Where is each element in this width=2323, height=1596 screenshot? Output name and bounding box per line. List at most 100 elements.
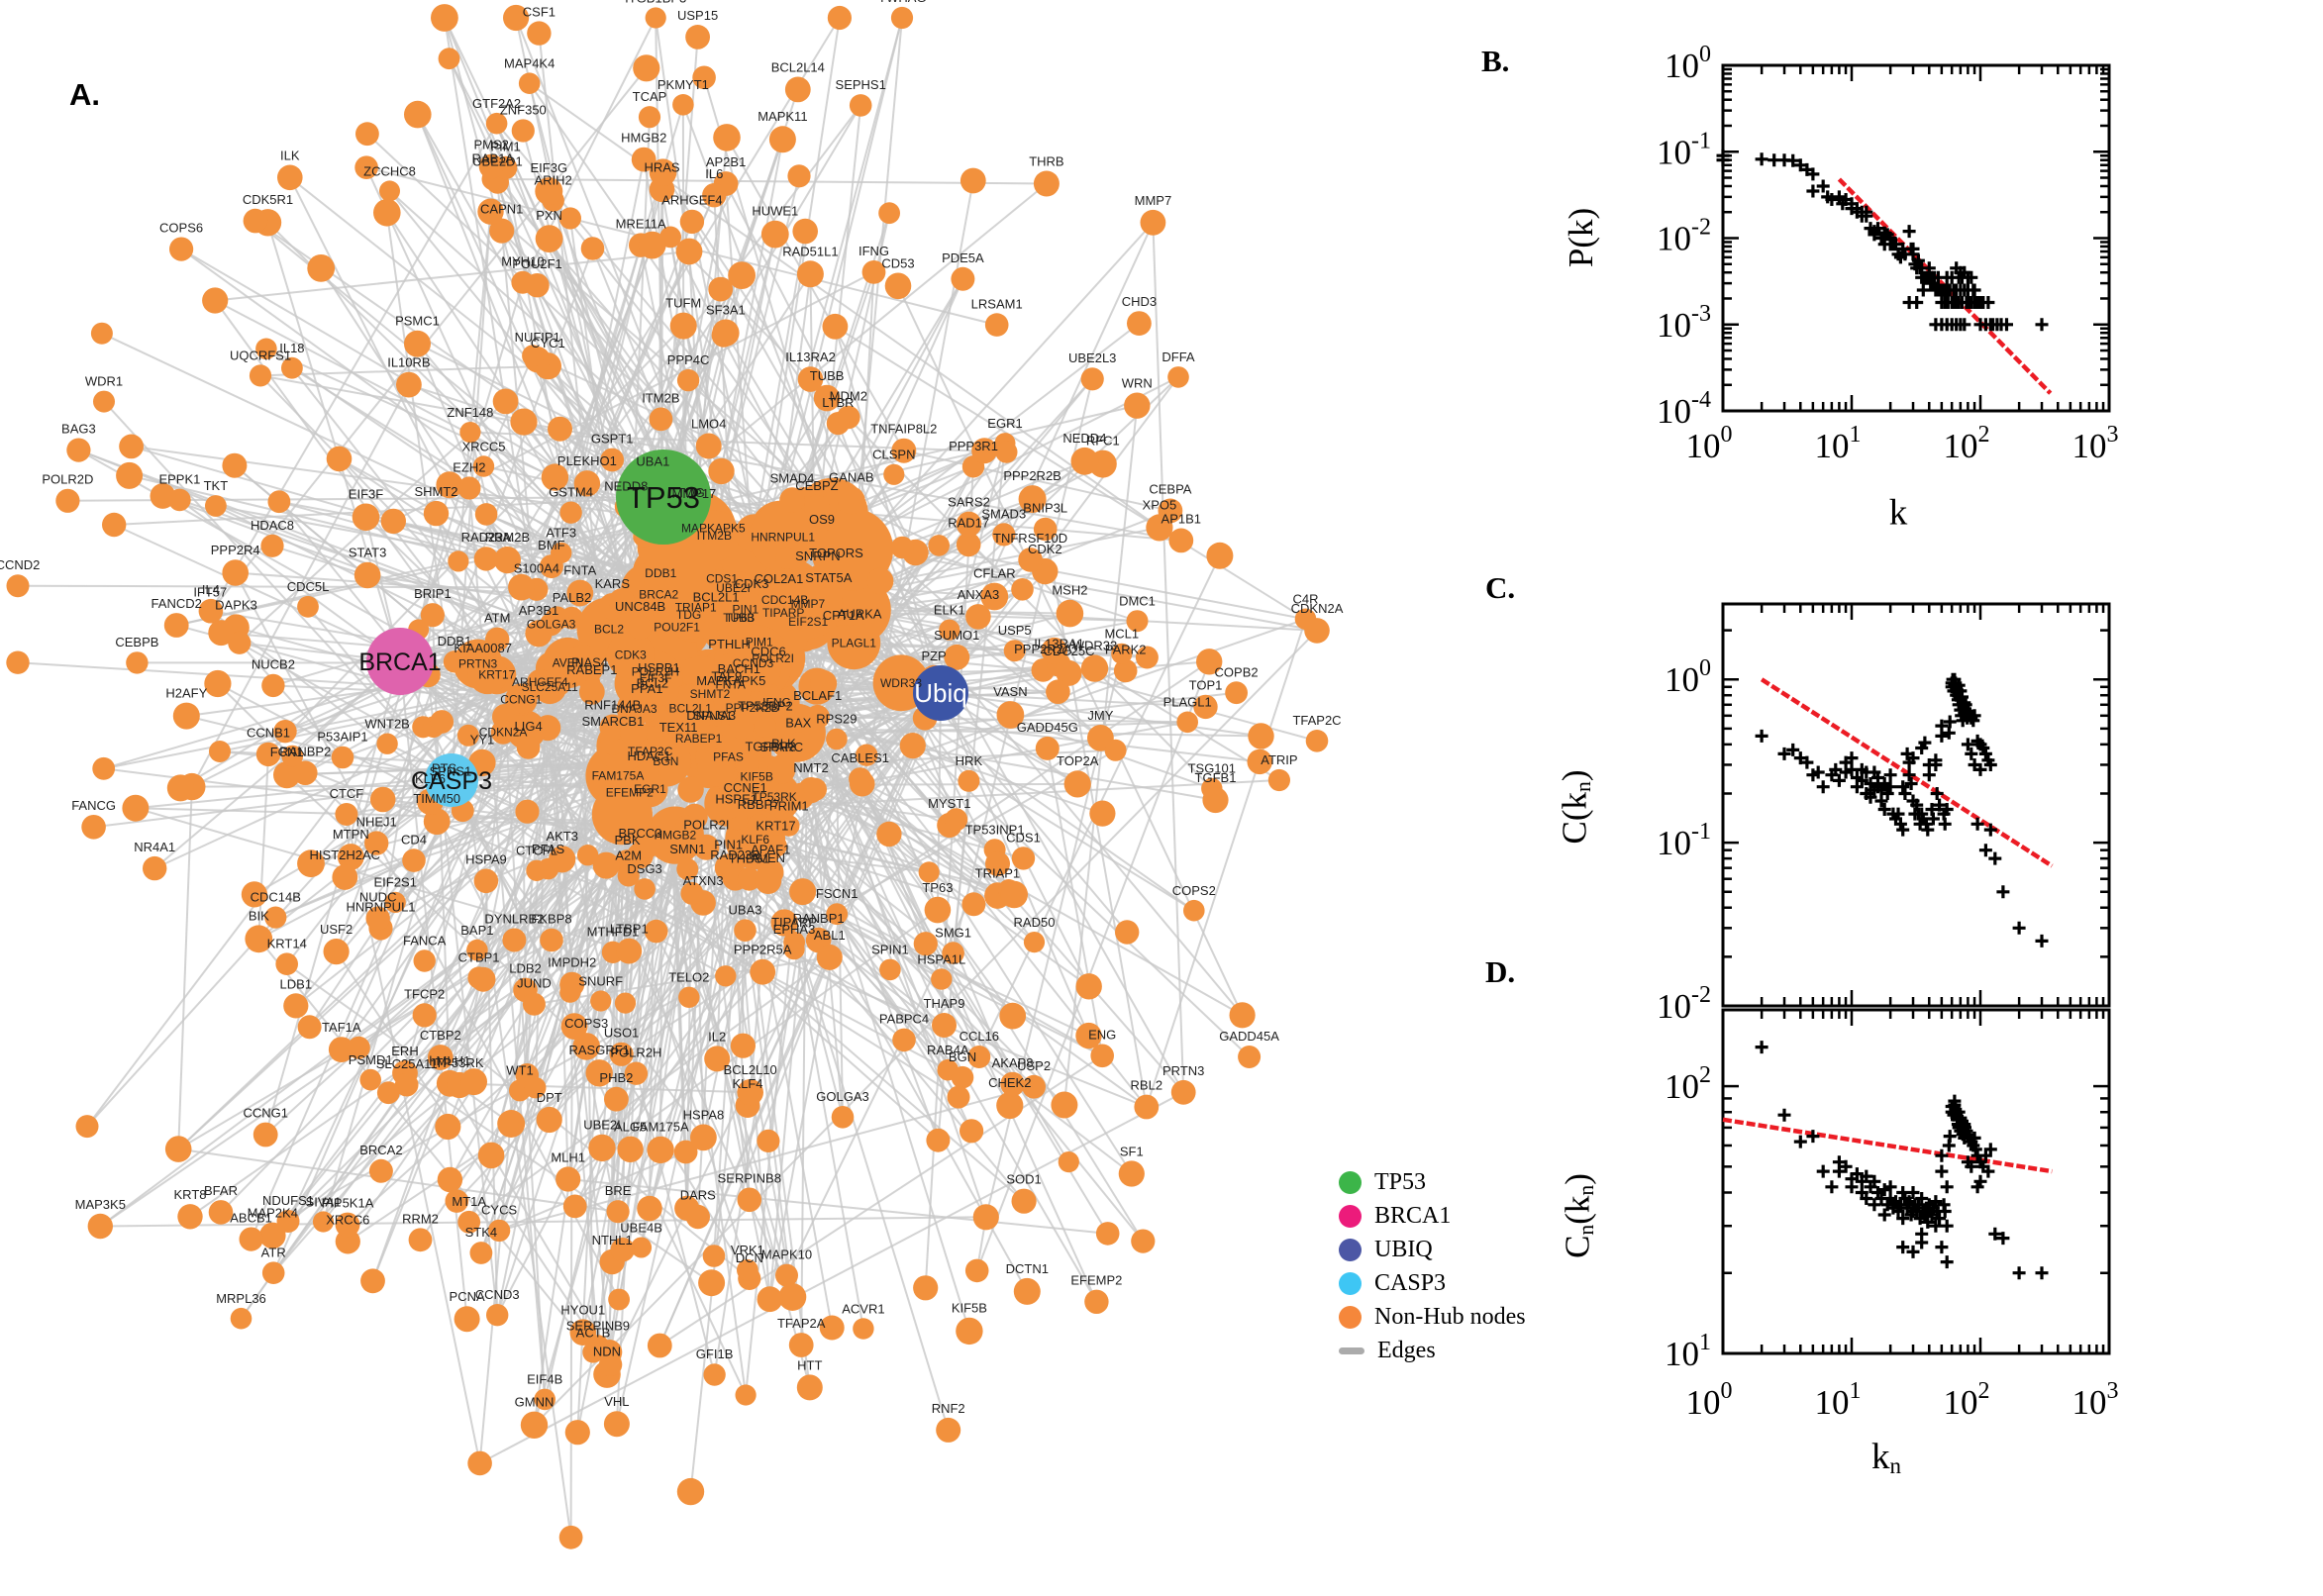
node-label: BRCA2 <box>359 1143 402 1157</box>
node-label: IL13RA2 <box>785 349 836 364</box>
network-node <box>540 928 563 952</box>
node-label: TOP2A <box>1057 753 1099 768</box>
network-node <box>760 220 789 249</box>
network-node <box>335 1212 360 1238</box>
network-node <box>606 1200 630 1224</box>
network-node <box>102 512 127 538</box>
node-label: CDC25C <box>1043 644 1094 658</box>
legend-label: BRCA1 <box>1374 1203 1452 1229</box>
network-node <box>267 490 291 514</box>
network-node <box>768 126 796 153</box>
network-node <box>485 112 508 135</box>
edge <box>536 869 727 977</box>
node-label: PIM1 <box>490 140 520 154</box>
legend-item: BRCA1 <box>1339 1203 1526 1229</box>
hub-node-casp3 <box>425 753 478 807</box>
tick-label: 101 <box>1815 422 1862 465</box>
node-label: POU2F1 <box>512 256 562 271</box>
scatter-points <box>1716 149 2049 332</box>
network-node <box>614 992 637 1014</box>
node-label: XRCC6 <box>326 1212 369 1227</box>
network-node <box>644 919 668 944</box>
network-node <box>1056 599 1084 628</box>
network-node <box>992 523 1016 547</box>
tick-label: 10-3 <box>1657 301 1711 345</box>
node-label: GTF2A2 <box>472 96 521 111</box>
network-node <box>951 266 975 291</box>
network-node <box>273 760 301 789</box>
network-node <box>756 660 781 686</box>
network-node <box>255 338 277 360</box>
node-label: TEX11 <box>659 720 698 735</box>
network-node <box>90 322 113 345</box>
network-node <box>448 550 469 572</box>
network-node <box>928 535 950 556</box>
network-node <box>956 511 982 538</box>
node-label: SPARC <box>759 740 803 754</box>
node-label: HRK <box>956 753 983 768</box>
network-node <box>604 1086 629 1112</box>
network-node <box>337 844 364 870</box>
node-label: PCNA <box>450 1289 485 1304</box>
node-label: BRIP1 <box>414 586 452 601</box>
network-node <box>525 620 553 648</box>
node-label: UBE2I <box>583 1118 621 1133</box>
network-node <box>631 681 658 708</box>
network-node <box>590 990 612 1012</box>
node-label: CLSPN <box>872 448 915 462</box>
network-node <box>470 966 496 992</box>
network-node <box>956 532 981 557</box>
panel-b-label: B. <box>1481 44 1510 78</box>
network-node <box>202 287 229 314</box>
network-node <box>1206 542 1234 569</box>
network-node <box>617 1136 644 1163</box>
network-node <box>520 1411 549 1440</box>
node-label: PLEKHO1 <box>557 453 617 468</box>
node-label: NDN <box>593 1344 621 1358</box>
network-node <box>831 1106 855 1129</box>
network-node <box>789 878 817 906</box>
node-label: ZNF350 <box>500 102 547 117</box>
node-label: MAP3K5 <box>75 1197 126 1212</box>
network-node <box>924 896 952 924</box>
node-label: OS9 <box>809 512 835 527</box>
node-label: SHMT2 <box>414 484 457 499</box>
node-label: BAG3 <box>61 422 96 437</box>
edge <box>609 692 942 1365</box>
node-label: MSH2 <box>1052 583 1087 598</box>
network-node <box>436 471 463 499</box>
network-node <box>275 952 299 975</box>
node-label: GOLGA3 <box>816 1089 868 1104</box>
network-node <box>354 561 381 589</box>
network-node <box>816 944 843 970</box>
network-node <box>412 1003 437 1028</box>
node-label: hMLH1 <box>429 1053 470 1068</box>
node-label: WDR33 <box>880 676 922 690</box>
network-node <box>819 1315 845 1341</box>
edge <box>234 572 620 1300</box>
network-node <box>143 855 167 881</box>
node-swatch-icon-casp3 <box>1339 1272 1362 1295</box>
network-node <box>674 1195 700 1221</box>
node-label: SERPINB9 <box>566 1318 630 1333</box>
node-label: BGN <box>949 1049 976 1064</box>
node-label: HDAC1 <box>627 748 670 763</box>
node-label: FAM175A <box>592 769 645 783</box>
network-node <box>312 1211 335 1233</box>
node-label: CD53 <box>881 256 914 271</box>
edge <box>477 716 507 978</box>
node-label: HSPA8 <box>683 1108 725 1123</box>
node-label: SUMO1 <box>934 628 979 643</box>
network-node <box>1247 748 1272 775</box>
scatter-points <box>1755 672 2049 948</box>
network-node <box>804 494 830 521</box>
network-node <box>264 906 287 929</box>
network-node <box>676 857 699 880</box>
network-node <box>1022 1074 1046 1099</box>
charts: 100 101 102 10310010-110-210-310-410010-110… <box>1657 42 2119 1422</box>
node-label: EIF2S1 <box>788 615 828 629</box>
network-node <box>1238 1046 1262 1068</box>
node-label: SPNS1 <box>430 763 472 778</box>
network-node <box>980 582 1009 611</box>
network-node <box>365 906 390 931</box>
